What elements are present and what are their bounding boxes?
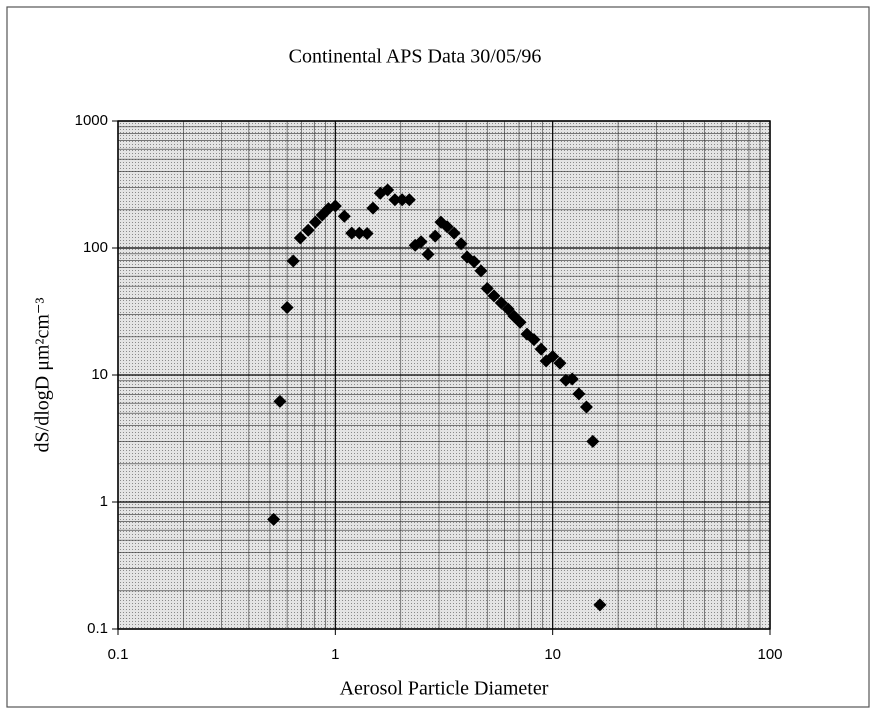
y-tick-label: 100 [83, 239, 108, 256]
marker [337, 209, 351, 223]
y-tick-label: 10 [91, 366, 108, 383]
marker [402, 193, 416, 207]
marker [494, 296, 508, 310]
y-tick-label: 1 [100, 493, 108, 510]
marker [527, 333, 541, 347]
marker [267, 512, 281, 526]
marker [388, 193, 402, 207]
marker [546, 349, 560, 363]
marker [487, 289, 501, 303]
x-tick-label: 100 [757, 646, 782, 663]
marker [440, 220, 454, 234]
y-tick-label: 0.1 [87, 620, 108, 637]
marker [293, 231, 307, 245]
marker [474, 264, 488, 278]
marker [366, 201, 380, 215]
chart-title: Continental APS Data 30/05/96 [289, 46, 542, 68]
marker [593, 598, 607, 612]
marker [328, 199, 342, 213]
marker [308, 215, 322, 229]
x-axis-label: Aerosol Particle Diameter [340, 678, 549, 700]
marker [381, 183, 395, 197]
marker [553, 356, 567, 370]
marker [480, 281, 494, 295]
marker [301, 223, 315, 237]
marker [447, 226, 461, 240]
marker [360, 227, 374, 241]
marker [565, 372, 579, 386]
marker [428, 229, 442, 243]
marker [352, 226, 366, 240]
marker [395, 193, 409, 207]
y-tick-label: 1000 [75, 112, 108, 129]
marker [273, 394, 287, 408]
marker [513, 315, 527, 329]
y-axis-label: dS/dlogD μm²cm⁻³ [32, 298, 54, 453]
marker [454, 237, 468, 251]
marker [280, 301, 294, 315]
marker [345, 226, 359, 240]
marker [579, 400, 593, 414]
marker [286, 254, 300, 268]
marker [414, 235, 428, 249]
marker [467, 255, 481, 269]
marker [534, 342, 548, 356]
x-tick-label: 1 [331, 646, 339, 663]
marker [572, 387, 586, 401]
marker [586, 434, 600, 448]
marker [421, 247, 435, 261]
x-tick-label: 10 [544, 646, 561, 663]
x-tick-label: 0.1 [108, 646, 129, 663]
